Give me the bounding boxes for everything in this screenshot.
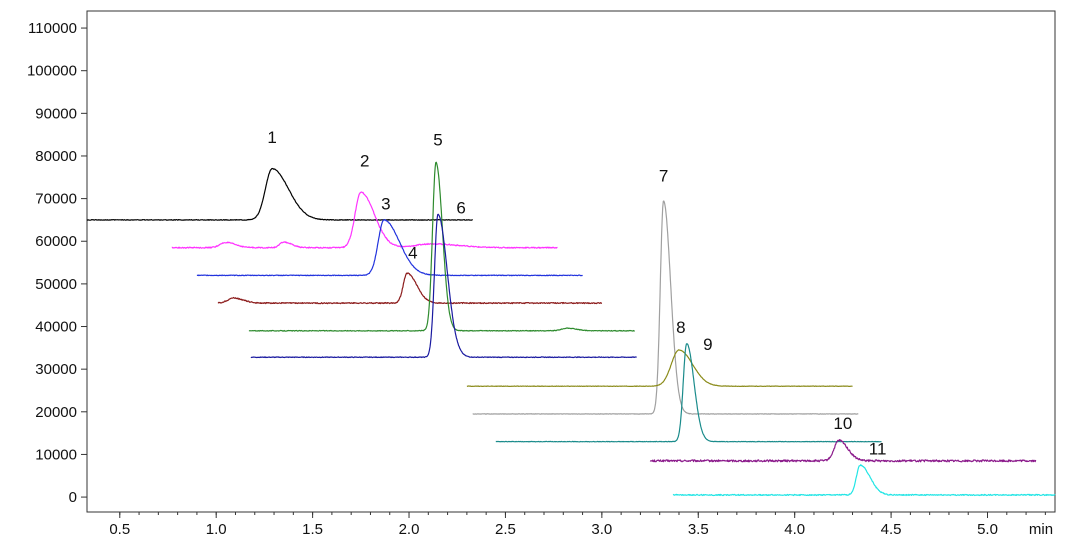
x-axis-unit-label: min xyxy=(1029,521,1053,538)
x-tick-label: 2.5 xyxy=(495,521,516,538)
peak-label-9: 9 xyxy=(703,335,712,354)
y-axis: 0 10000 20000 30000 40000 50000 60000 70000 8000… xyxy=(27,20,87,506)
y-tick-label: 90000 xyxy=(35,105,77,122)
series-line-4 xyxy=(217,272,603,305)
x-tick-label: 4.0 xyxy=(784,521,805,538)
peak-label-11: 11 xyxy=(869,439,887,458)
peak-label-5: 5 xyxy=(433,130,442,149)
y-tick-label: 20000 xyxy=(35,404,77,421)
peak-label-layer: 1 2 3 4 5 6 7 89 10 11 xyxy=(267,128,886,458)
series-line-8 xyxy=(466,349,853,387)
y-tick-label: 0 xyxy=(69,489,77,506)
series-line-7 xyxy=(472,200,859,415)
series-line-9 xyxy=(495,343,882,443)
x-tick-label: 1.0 xyxy=(206,521,227,538)
peak-label-2: 2 xyxy=(360,152,369,171)
peak-label-6: 6 xyxy=(456,199,465,218)
series-line-5 xyxy=(248,161,636,332)
peak-label-4: 4 xyxy=(408,243,417,262)
peak-label-7: 7 xyxy=(659,167,668,186)
x-tick-label: 1.5 xyxy=(302,521,323,538)
y-tick-label: 110000 xyxy=(28,20,77,37)
x-tick-label: 3.0 xyxy=(591,521,612,538)
series-line-10 xyxy=(649,439,1037,463)
x-tick-label: 5.0 xyxy=(977,521,998,538)
y-tick-label: 80000 xyxy=(35,148,77,165)
y-tick-label: 100000 xyxy=(27,63,77,80)
y-tick-label: 70000 xyxy=(35,191,77,208)
peak-label-3: 3 xyxy=(381,194,390,213)
peak-label-1: 1 xyxy=(267,128,276,147)
series-line-1 xyxy=(86,167,474,221)
peak-label-10: 10 xyxy=(833,414,852,433)
x-tick-label: 4.5 xyxy=(881,521,902,538)
x-tick-label: 2.0 xyxy=(399,521,420,538)
x-axis: 0.5 1.0 1.5 2.0 2.5 3.0 3.5 4.0 4.5 5.0 xyxy=(109,512,1046,538)
series-line-3 xyxy=(196,219,583,277)
y-tick-label: 10000 xyxy=(35,446,77,463)
x-tick-label: 3.5 xyxy=(688,521,709,538)
series-line-2 xyxy=(171,191,558,249)
series-line-11 xyxy=(672,464,1056,497)
y-tick-label: 50000 xyxy=(35,276,77,293)
series-line-6 xyxy=(250,213,637,359)
plot-area-frame xyxy=(86,10,1056,513)
y-tick-label: 30000 xyxy=(35,361,77,378)
y-tick-label: 40000 xyxy=(35,319,77,336)
y-tick-label: 60000 xyxy=(35,233,77,250)
peak-label-8: 8 xyxy=(676,318,685,337)
x-tick-label: 0.5 xyxy=(109,521,130,538)
series-layer xyxy=(86,161,1056,497)
